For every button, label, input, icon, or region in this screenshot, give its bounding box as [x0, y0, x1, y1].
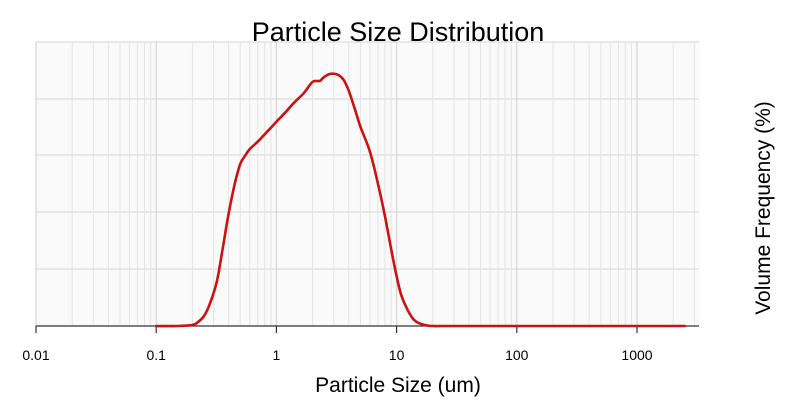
- x-tick-label: 100: [505, 347, 529, 363]
- x-tick-label: 10: [389, 347, 405, 363]
- x-axis-label: Particle Size (um): [315, 374, 481, 397]
- plot-background: [36, 42, 699, 326]
- series-layer: [154, 72, 687, 328]
- x-tick-label: 0.01: [22, 347, 49, 363]
- x-tick-label: 0.1: [146, 347, 166, 363]
- grid-layer: [35, 41, 699, 326]
- x-tick-labels: 0.01 0.1 1 10 100 1000: [22, 347, 652, 363]
- x-tick-label: 1000: [621, 347, 652, 363]
- chart-title: Particle Size Distribution: [252, 17, 545, 47]
- y-axis-label: Volume Frequency (%): [752, 101, 775, 315]
- x-tick-label: 1: [273, 347, 281, 363]
- distribution-line: [154, 72, 687, 328]
